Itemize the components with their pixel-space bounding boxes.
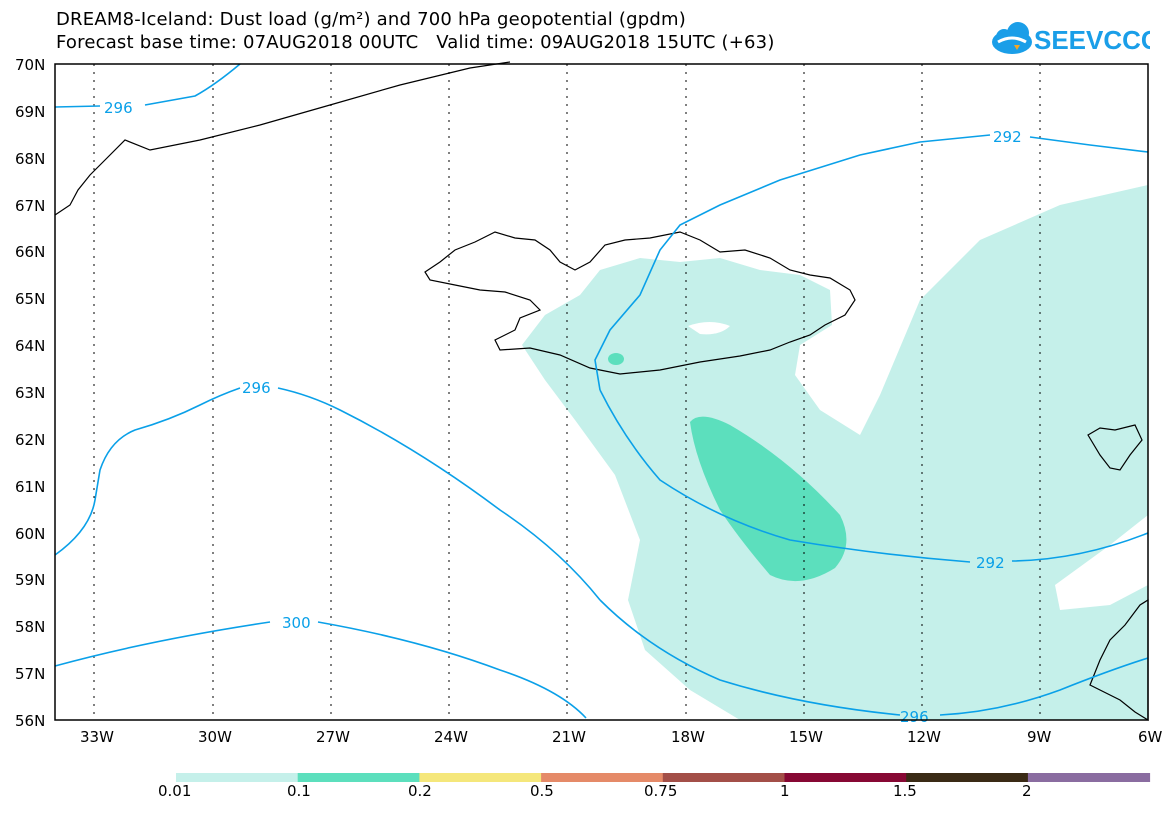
dust-area-mid-small [608, 353, 624, 365]
contour-292-north [594, 134, 1149, 391]
dust-area-mid [690, 416, 847, 582]
lon-tick: 30W [198, 728, 232, 746]
lat-tick: 60N [15, 525, 45, 543]
lon-tick: 15W [789, 728, 823, 746]
lat-tick: 58N [15, 618, 45, 636]
lon-tick: 6W [1138, 728, 1163, 746]
contour-300 [54, 621, 587, 719]
lat-tick: 68N [15, 150, 45, 168]
colorbar-swatch [176, 773, 299, 782]
lon-axis: 33W 30W 27W 24W 21W 18W 15W 12W 9W 6W [80, 728, 1163, 746]
grid-lines [93, 64, 1041, 720]
lon-tick: 27W [316, 728, 350, 746]
scotland-coast [1089, 598, 1149, 722]
contour-292-south [599, 389, 1149, 563]
lon-tick: 33W [80, 728, 114, 746]
map-title: DREAM8-Iceland: Dust load (g/m²) and 700… [56, 9, 686, 30]
colorbar-label: 1 [780, 782, 790, 800]
colorbar: 0.01 0.1 0.2 0.5 0.75 1 1.5 2 [158, 773, 1151, 800]
colorbar-swatch [784, 773, 907, 782]
lat-tick: 65N [15, 290, 45, 308]
dust-map: 296 292 296 292 300 296 70N 69N 68N 67N … [15, 56, 1163, 746]
lat-axis: 70N 69N 68N 67N 66N 65N 64N 63N 62N 61N … [15, 56, 45, 730]
lon-tick: 24W [434, 728, 468, 746]
colorbar-label: 0.75 [644, 782, 677, 800]
greenland-coast [54, 61, 511, 216]
contour-296-west [54, 387, 601, 601]
lat-tick: 69N [15, 103, 45, 121]
seevccc-logo: SEEVCCC [992, 22, 1150, 55]
colorbar-swatch [541, 773, 664, 782]
faroe-coast [1087, 424, 1143, 471]
lat-tick: 59N [15, 571, 45, 589]
colorbar-label: 0.01 [158, 782, 191, 800]
cloud-icon [992, 22, 1032, 54]
contour-label: 300 [282, 614, 311, 632]
colorbar-label: 0.2 [408, 782, 432, 800]
dust-area-low [522, 185, 1148, 720]
contour-label: 296 [104, 99, 133, 117]
colorbar-swatch [662, 773, 785, 782]
colorbar-swatch [1027, 773, 1151, 782]
iceland-coast [424, 231, 856, 375]
lat-tick: 70N [15, 56, 45, 74]
contour-label: 292 [976, 554, 1005, 572]
contour-296-north [54, 63, 241, 108]
lat-tick: 64N [15, 337, 45, 355]
coastlines [54, 61, 1149, 722]
contour-label: 296 [900, 708, 929, 726]
lon-tick: 21W [552, 728, 586, 746]
lat-tick: 66N [15, 243, 45, 261]
lat-tick: 61N [15, 478, 45, 496]
lat-tick: 57N [15, 665, 45, 683]
colorbar-label: 2 [1022, 782, 1032, 800]
colorbar-label: 0.1 [287, 782, 311, 800]
map-frame [54, 63, 1149, 721]
lon-tick: 9W [1027, 728, 1052, 746]
lon-tick: 18W [671, 728, 705, 746]
lat-tick: 63N [15, 384, 45, 402]
map-subtitle: Forecast base time: 07AUG2018 00UTC Vali… [56, 32, 775, 53]
lon-tick: 12W [907, 728, 941, 746]
lat-tick: 56N [15, 712, 45, 730]
contour-label: 292 [993, 128, 1022, 146]
logo-text: SEEVCCC [1034, 25, 1150, 55]
dust-clear-patch [688, 322, 730, 335]
colorbar-label: 1.5 [893, 782, 917, 800]
lat-tick: 62N [15, 431, 45, 449]
colorbar-swatch [419, 773, 542, 782]
colorbar-swatch [906, 773, 1029, 782]
contour-296-south [599, 599, 1149, 716]
colorbar-swatch [297, 773, 420, 782]
contour-label: 296 [242, 379, 271, 397]
colorbar-label: 0.5 [530, 782, 554, 800]
lat-tick: 67N [15, 197, 45, 215]
